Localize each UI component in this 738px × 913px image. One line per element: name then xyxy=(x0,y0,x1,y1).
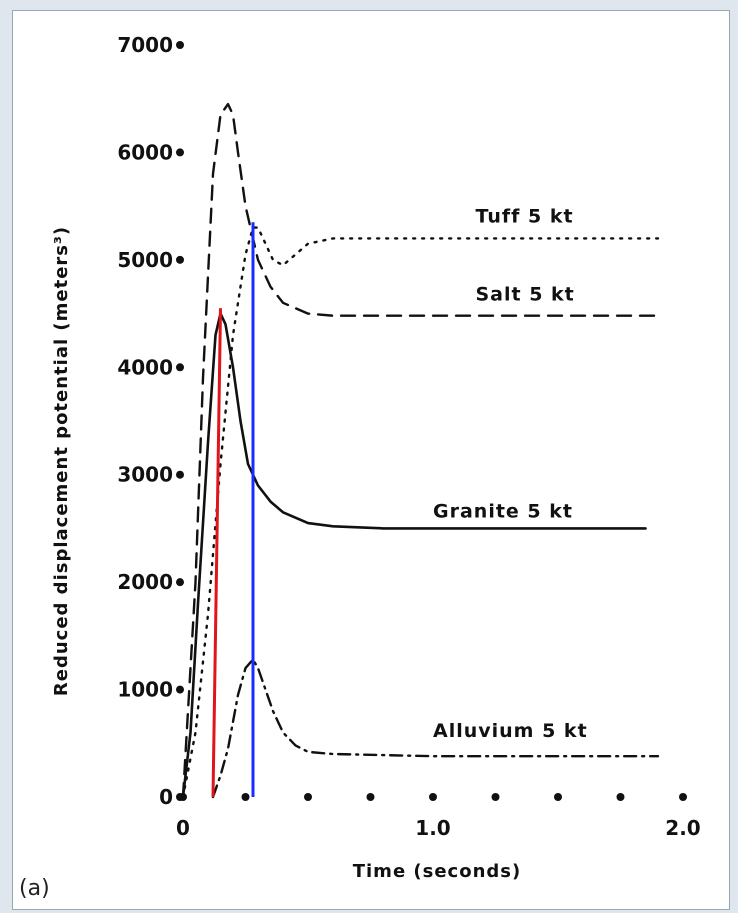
y-tick-label: 0 xyxy=(159,785,173,809)
series-label: Granite 5 kt xyxy=(433,501,573,523)
x-axis-dot xyxy=(617,793,625,801)
x-tick-dot xyxy=(429,793,437,801)
y-tick-label: 5000 xyxy=(117,248,173,272)
y-tick-dot xyxy=(176,578,184,586)
panel-label: (a) xyxy=(19,876,50,901)
x-axis-dot xyxy=(554,793,562,801)
axis-layer: 0 1000 2000 3000 4000 5000 6000 7000 0 1.0 2.0 xyxy=(117,33,700,840)
y-tick-dot xyxy=(176,148,184,156)
y-tick-dot xyxy=(176,471,184,479)
x-axis-dot xyxy=(304,793,312,801)
x-tick-label: 0 xyxy=(176,816,190,840)
y-tick-dot xyxy=(176,41,184,49)
series-label: Tuff 5 kt xyxy=(476,205,574,227)
y-tick-label: 6000 xyxy=(117,140,173,164)
figure-frame: Reduced displacement potential (meters³)… xyxy=(12,10,730,910)
marker-layer xyxy=(213,222,253,797)
y-tick-label: 3000 xyxy=(117,463,173,487)
y-tick-label: 7000 xyxy=(117,33,173,57)
x-axis-title: Time (seconds) xyxy=(353,861,522,882)
chart-svg: Reduced displacement potential (meters³)… xyxy=(13,11,731,911)
y-tick-dot xyxy=(176,686,184,694)
x-axis-dot xyxy=(367,793,375,801)
x-axis-dot xyxy=(492,793,500,801)
y-tick-label: 1000 xyxy=(117,678,173,702)
x-tick-label: 2.0 xyxy=(665,816,700,840)
series-label: Alluvium 5 kt xyxy=(433,720,588,742)
annotation-line xyxy=(213,308,221,797)
x-tick-dot xyxy=(679,793,687,801)
y-tick-dot xyxy=(176,256,184,264)
y-axis-title: Reduced displacement potential (meters³) xyxy=(51,226,72,696)
y-tick-dot xyxy=(176,363,184,371)
series-label: Salt 5 kt xyxy=(476,284,575,306)
y-tick-label: 2000 xyxy=(117,570,173,594)
x-axis-dot xyxy=(242,793,250,801)
y-tick-label: 4000 xyxy=(117,355,173,379)
x-tick-label: 1.0 xyxy=(415,816,450,840)
